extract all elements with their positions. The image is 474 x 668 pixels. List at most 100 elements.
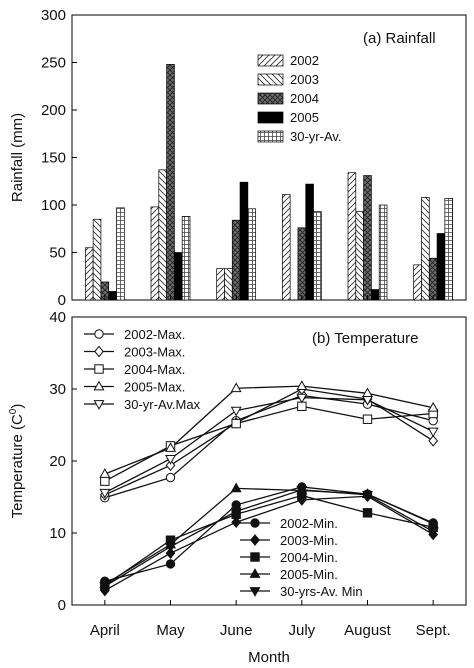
temperature-y-tick-label: 0 <box>58 597 66 614</box>
rainfall-panel-title: (a) Rainfall <box>363 30 436 47</box>
rainfall-bar-30-yr-av- <box>181 216 191 301</box>
temperature-point-30-yrs-av-min <box>165 542 176 553</box>
rainfall-bar-2002 <box>84 247 94 301</box>
rainfall-bar-2004 <box>363 175 372 301</box>
temperature-point-2005-max <box>99 468 111 478</box>
rainfall-y-tick-label: 50 <box>49 245 66 262</box>
temperature-point-30-yrs-av-min <box>296 485 308 496</box>
max-legend-marker <box>93 400 105 410</box>
rainfall-y-tick-label: 100 <box>41 197 66 214</box>
min-legend-marker <box>250 518 260 528</box>
min-legend-marker <box>249 587 261 597</box>
temperature-point-2004-min <box>362 508 373 518</box>
min-legend-label: 30-yrs-Av. Min <box>280 584 363 599</box>
temperature-lines <box>99 380 439 597</box>
temperature-y-tick-label: 10 <box>49 525 66 542</box>
month-tick-label: Sept. <box>416 622 451 639</box>
rainfall-bar-30-yr-av- <box>378 204 388 301</box>
rainfall-legend-label: 2002 <box>290 53 319 68</box>
rainfall-bar-2002 <box>347 172 357 301</box>
temperature-line-2005-max <box>104 385 434 475</box>
rainfall-bar-30-yr-av- <box>313 211 322 301</box>
rainfall-bar-2002 <box>413 264 422 301</box>
temperature-point-30-yr-av-max <box>427 427 439 438</box>
rainfall-bar-2005 <box>305 183 314 301</box>
rainfall-y-tick-label: 200 <box>41 102 66 119</box>
rainfall-legend-label: 2003 <box>290 72 319 87</box>
rainfall-y-ticks: 0 50 100 150 200 250 300 <box>41 7 434 309</box>
temperature-legend: 2002-Max. 2003-Max. 2004-Max. 2005-Max. 30-y… <box>84 327 363 599</box>
temperature-point-30-yr-av-max <box>99 488 111 499</box>
temperature-point-2005-max <box>165 442 176 452</box>
temperature-point-2005-max <box>427 401 439 412</box>
rainfall-legend: 2002 2003 2004 2005 30-yr-Av. <box>257 53 342 144</box>
rainfall-bar-2004 <box>231 219 241 301</box>
temperature-point-2003-max <box>428 435 439 447</box>
temperature-point-2005-min <box>427 517 439 528</box>
temperature-point-2002-min <box>165 559 176 569</box>
min-legend-label: 2004-Min. <box>280 550 338 565</box>
temperature-point-2005-max <box>230 382 242 393</box>
rainfall-legend-swatch <box>257 92 284 105</box>
rainfall-bar-2003 <box>355 211 364 301</box>
temperature-point-30-yr-av-max <box>165 454 176 465</box>
temperature-y-tick-label: 40 <box>49 309 66 326</box>
temperature-point-30-yrs-av-min <box>362 490 373 501</box>
temperature-y-tick-label: 20 <box>49 453 66 470</box>
max-legend-marker <box>94 345 104 358</box>
temperature-line-2004-max <box>104 405 434 482</box>
max-legend-label: 30-yr-Av.Max <box>124 397 201 412</box>
temperature-point-30-yrs-av-min <box>230 507 242 518</box>
max-legend-marker <box>93 380 105 391</box>
max-legend-label: 2004-Max. <box>124 362 185 377</box>
temperature-panel-title: (b) Temperature <box>312 330 418 347</box>
min-legend-marker <box>249 568 261 578</box>
rainfall-legend-swatch <box>257 73 284 86</box>
min-legend-label: 2003-Min. <box>280 533 338 548</box>
rainfall-legend-swatch <box>257 54 284 67</box>
month-tick-label: April <box>90 622 120 639</box>
rainfall-legend-label: 2005 <box>290 110 319 125</box>
rainfall-y-tick-label: 150 <box>41 150 66 167</box>
rainfall-legend-label: 30-yr-Av. <box>290 129 342 144</box>
rainfall-legend-swatch <box>257 111 284 124</box>
rainfall-bar-2002 <box>216 268 225 301</box>
temperature-line-2002-max <box>104 394 434 499</box>
temperature-plot-frame <box>71 316 467 606</box>
max-legend-marker <box>94 329 104 339</box>
temperature-ticks: 0 10 20 30 40 April May June July August Sept. <box>49 309 450 639</box>
max-legend-label: 2002-Max. <box>124 327 185 342</box>
rainfall-bar-2004 <box>166 64 175 301</box>
temperature-line-30-yr-av-max <box>104 396 434 494</box>
temperature-point-30-yrs-av-min <box>427 527 439 538</box>
max-legend-label: 2005-Max. <box>124 380 185 395</box>
rainfall-bar-2003 <box>224 268 233 301</box>
temperature-point-30-yrs-av-min <box>99 582 111 593</box>
rainfall-bar-2004 <box>428 257 438 301</box>
temperature-point-2005-min <box>230 482 242 493</box>
rainfall-bar-2005 <box>174 252 183 301</box>
rainfall-bar-2005 <box>371 289 380 301</box>
temperature-point-30-yr-av-max <box>296 393 308 404</box>
rainfall-y-tick-label: 300 <box>41 7 66 24</box>
temperature-point-2004-max <box>100 476 110 486</box>
temperature-line-2003-max <box>104 388 434 496</box>
temperature-point-2003-min <box>165 547 176 559</box>
min-legend-marker <box>250 534 260 546</box>
rainfall-bar-2004 <box>297 227 307 301</box>
temperature-y-axis-label: Temperature (C0) <box>8 404 26 519</box>
min-legend-marker <box>250 552 260 562</box>
rainfall-bar-2002 <box>281 194 291 301</box>
rainfall-legend-swatch <box>257 130 284 143</box>
max-legend-marker <box>94 364 104 374</box>
rainfall-y-tick-label: 250 <box>41 55 66 72</box>
temperature-point-30-yr-av-max <box>230 406 242 417</box>
rainfall-bar-30-yr-av- <box>116 207 125 301</box>
rainfall-bar-30-yr-av- <box>444 198 454 301</box>
rainfall-bar-2005 <box>239 181 249 301</box>
rainfall-bar-2002 <box>150 206 160 301</box>
rainfall-y-tick-label: 0 <box>58 292 66 309</box>
temperature-point-2003-max <box>165 459 176 472</box>
rainfall-legend-label: 2004 <box>290 91 319 106</box>
